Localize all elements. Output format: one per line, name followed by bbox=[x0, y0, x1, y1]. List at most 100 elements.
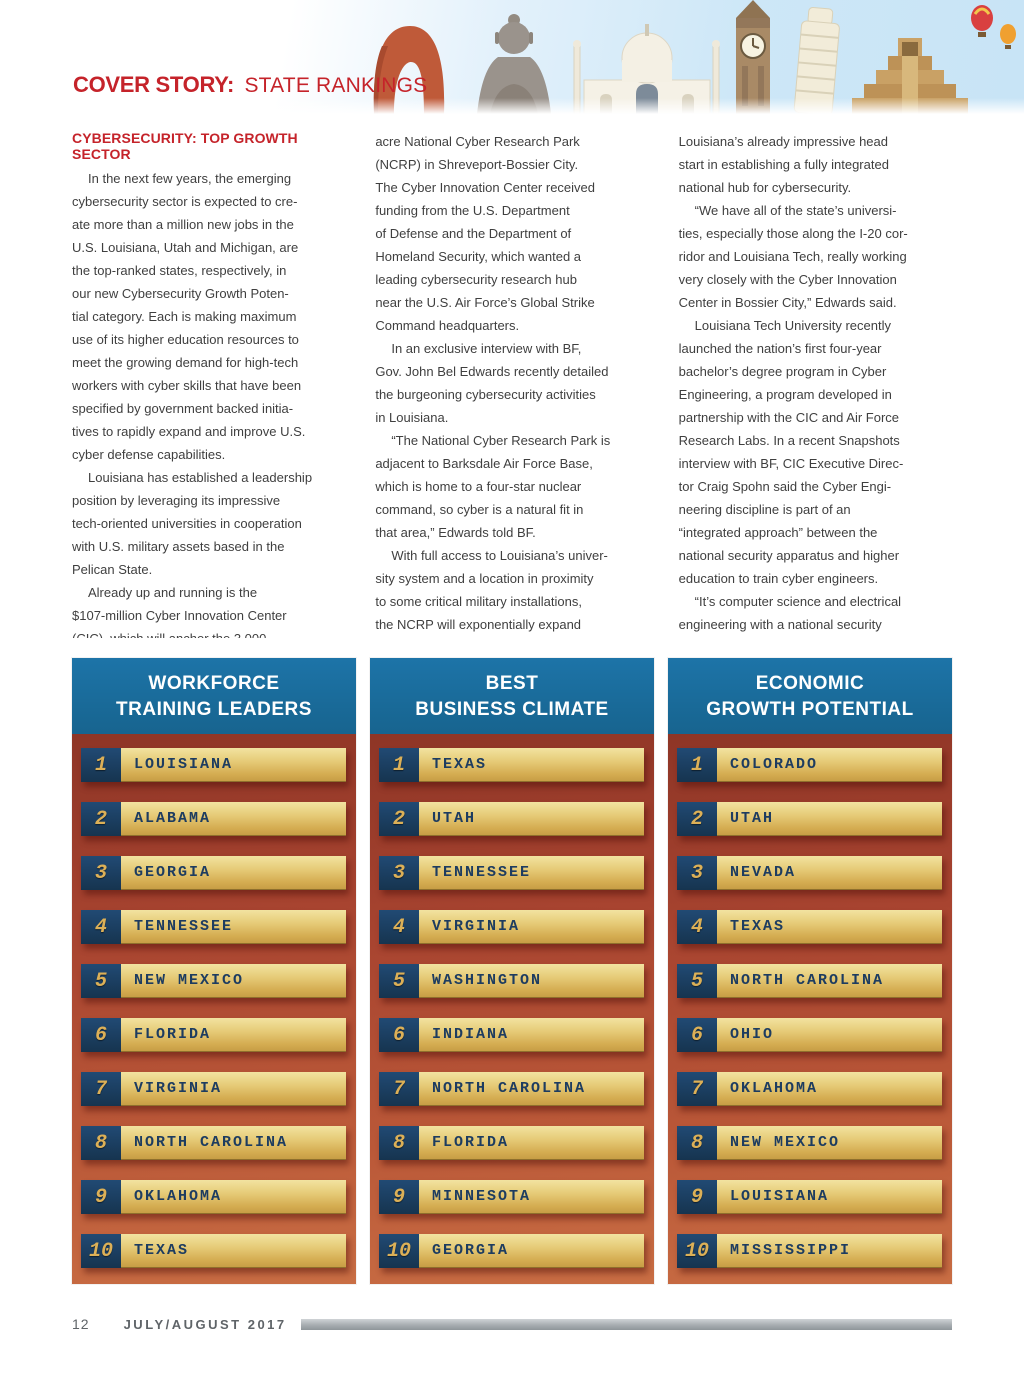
rank-bar: TENNESSEE bbox=[419, 856, 644, 891]
ranking-list: 1 LOUISIANA 2 ALABAMA 3 bbox=[72, 734, 356, 1285]
rank-number: 2 bbox=[677, 802, 717, 837]
rank-number: 9 bbox=[81, 1180, 121, 1215]
rank-bar: ALABAMA bbox=[121, 802, 346, 837]
ranking-row: 5 NEW MEXICO bbox=[81, 964, 346, 999]
rank-number: 1 bbox=[677, 748, 717, 783]
state-name: LOUISIANA bbox=[730, 1188, 830, 1206]
rank-bar: FLORIDA bbox=[121, 1018, 346, 1053]
ranking-row: 9 MINNESOTA bbox=[379, 1180, 644, 1215]
ranking-panel-title: WORKFORCE TRAINING LEADERS bbox=[72, 658, 356, 735]
state-name: COLORADO bbox=[730, 756, 819, 774]
ranking-row: 3 NEVADA bbox=[677, 856, 942, 891]
paragraph: Louisiana’s already impressive head star… bbox=[678, 134, 889, 195]
rank-bar: WASHINGTON bbox=[419, 964, 644, 999]
rank-bar: MINNESOTA bbox=[419, 1180, 644, 1215]
rank-bar: OKLAHOMA bbox=[121, 1180, 346, 1215]
ranking-row: 7 NORTH CAROLINA bbox=[379, 1072, 644, 1107]
state-name: TEXAS bbox=[134, 1242, 190, 1260]
state-name: GEORGIA bbox=[432, 1242, 510, 1260]
rank-number: 1 bbox=[81, 748, 121, 783]
state-name: NEW MEXICO bbox=[134, 972, 245, 990]
state-name: GEORGIA bbox=[134, 864, 212, 882]
article-body: CYBERSECURITY: TOP GROWTH SECTOR In the … bbox=[72, 130, 952, 638]
ranking-row: 4 VIRGINIA bbox=[379, 910, 644, 945]
rank-bar: NORTH CAROLINA bbox=[717, 964, 942, 999]
state-name: NORTH CAROLINA bbox=[730, 972, 885, 990]
rank-number: 6 bbox=[81, 1018, 121, 1053]
ranking-row: 1 LOUISIANA bbox=[81, 748, 346, 783]
rank-number: 2 bbox=[379, 802, 419, 837]
rank-bar: UTAH bbox=[717, 802, 942, 837]
ranking-row: 8 FLORIDA bbox=[379, 1126, 644, 1161]
cover-story-label: COVER STORY: bbox=[73, 72, 235, 97]
ranking-row: 10 TEXAS bbox=[81, 1234, 346, 1269]
article-column-3: Louisiana’s already impressive head star… bbox=[679, 130, 952, 638]
article-heading: CYBERSECURITY: TOP GROWTH SECTOR bbox=[72, 130, 298, 162]
rank-number: 7 bbox=[379, 1072, 419, 1107]
ranking-panel-best-business-climate: BEST BUSINESS CLIMATE 1 TEXAS 2 bbox=[370, 658, 654, 1285]
ranking-row: 8 NEW MEXICO bbox=[677, 1126, 942, 1161]
masthead: COVER STORY: STATE RANKINGS bbox=[0, 0, 1024, 114]
state-name: MISSISSIPPI bbox=[730, 1242, 852, 1260]
ranking-row: 5 NORTH CAROLINA bbox=[677, 964, 942, 999]
ranking-row: 10 MISSISSIPPI bbox=[677, 1234, 942, 1269]
state-name: ALABAMA bbox=[134, 810, 212, 828]
ranking-panel-title: ECONOMIC GROWTH POTENTIAL bbox=[668, 658, 952, 735]
rank-number: 3 bbox=[81, 856, 121, 891]
state-name: WASHINGTON bbox=[432, 972, 543, 990]
big-ben-icon bbox=[736, 0, 770, 114]
state-name: UTAH bbox=[730, 810, 775, 828]
state-name: INDIANA bbox=[432, 1026, 510, 1044]
ranking-row: 4 TENNESSEE bbox=[81, 910, 346, 945]
ranking-row: 6 INDIANA bbox=[379, 1018, 644, 1053]
rank-bar: NEVADA bbox=[717, 856, 942, 891]
paragraph: Louisiana has established a leadership p… bbox=[72, 470, 313, 577]
rank-bar: TENNESSEE bbox=[121, 910, 346, 945]
ranking-row: 1 COLORADO bbox=[677, 748, 942, 783]
rank-bar: TEXAS bbox=[121, 1234, 346, 1269]
mayan-pyramid-icon bbox=[852, 38, 968, 114]
paragraph: Already up and running is the $107-milli… bbox=[72, 585, 287, 638]
state-name: TENNESSEE bbox=[134, 918, 234, 936]
ranking-row: 2 UTAH bbox=[379, 802, 644, 837]
ranking-panel-economic-growth: ECONOMIC GROWTH POTENTIAL 1 COLORADO 2 bbox=[668, 658, 952, 1285]
ranking-row: 2 ALABAMA bbox=[81, 802, 346, 837]
rank-number: 5 bbox=[677, 964, 717, 999]
rank-number: 6 bbox=[379, 1018, 419, 1053]
rank-number: 8 bbox=[677, 1126, 717, 1161]
cover-story-subtitle: STATE RANKINGS bbox=[244, 74, 428, 97]
ranking-panel-workforce-training: WORKFORCE TRAINING LEADERS 1 LOUISIANA 2 bbox=[72, 658, 356, 1285]
article-column-1: CYBERSECURITY: TOP GROWTH SECTOR In the … bbox=[72, 130, 345, 638]
ranking-row: 9 OKLAHOMA bbox=[81, 1180, 346, 1215]
state-name: FLORIDA bbox=[432, 1134, 510, 1152]
ranking-row: 3 GEORGIA bbox=[81, 856, 346, 891]
ranking-row: 7 VIRGINIA bbox=[81, 1072, 346, 1107]
rank-number: 8 bbox=[379, 1126, 419, 1161]
rank-bar: COLORADO bbox=[717, 748, 942, 783]
state-name: LOUISIANA bbox=[134, 756, 234, 774]
ranking-title-line1: BEST bbox=[485, 673, 539, 694]
issue-date: JULY/AUGUST 2017 bbox=[123, 1316, 287, 1332]
rank-bar: GEORGIA bbox=[121, 856, 346, 891]
ranking-row: 7 OKLAHOMA bbox=[677, 1072, 942, 1107]
state-name: VIRGINIA bbox=[432, 918, 521, 936]
state-name: OKLAHOMA bbox=[730, 1080, 819, 1098]
rank-number: 5 bbox=[379, 964, 419, 999]
rank-number: 2 bbox=[81, 802, 121, 837]
rank-bar: LOUISIANA bbox=[717, 1180, 942, 1215]
page-footer: 12 JULY/AUGUST 2017 bbox=[72, 1316, 952, 1332]
ranking-row: 9 LOUISIANA bbox=[677, 1180, 942, 1215]
paragraph: “The National Cyber Research Park is adj… bbox=[375, 433, 611, 540]
cover-title: COVER STORY: STATE RANKINGS bbox=[73, 72, 427, 98]
ranking-panels: WORKFORCE TRAINING LEADERS 1 LOUISIANA 2 bbox=[72, 658, 952, 1285]
state-name: NEW MEXICO bbox=[730, 1134, 841, 1152]
rank-number: 7 bbox=[81, 1072, 121, 1107]
rank-number: 10 bbox=[81, 1234, 121, 1269]
ranking-panel-title: BEST BUSINESS CLIMATE bbox=[370, 658, 654, 735]
ranking-row: 6 FLORIDA bbox=[81, 1018, 346, 1053]
rank-number: 4 bbox=[677, 910, 717, 945]
rank-bar: NORTH CAROLINA bbox=[121, 1126, 346, 1161]
state-name: VIRGINIA bbox=[134, 1080, 223, 1098]
state-name: OKLAHOMA bbox=[134, 1188, 223, 1206]
state-name: UTAH bbox=[432, 810, 477, 828]
